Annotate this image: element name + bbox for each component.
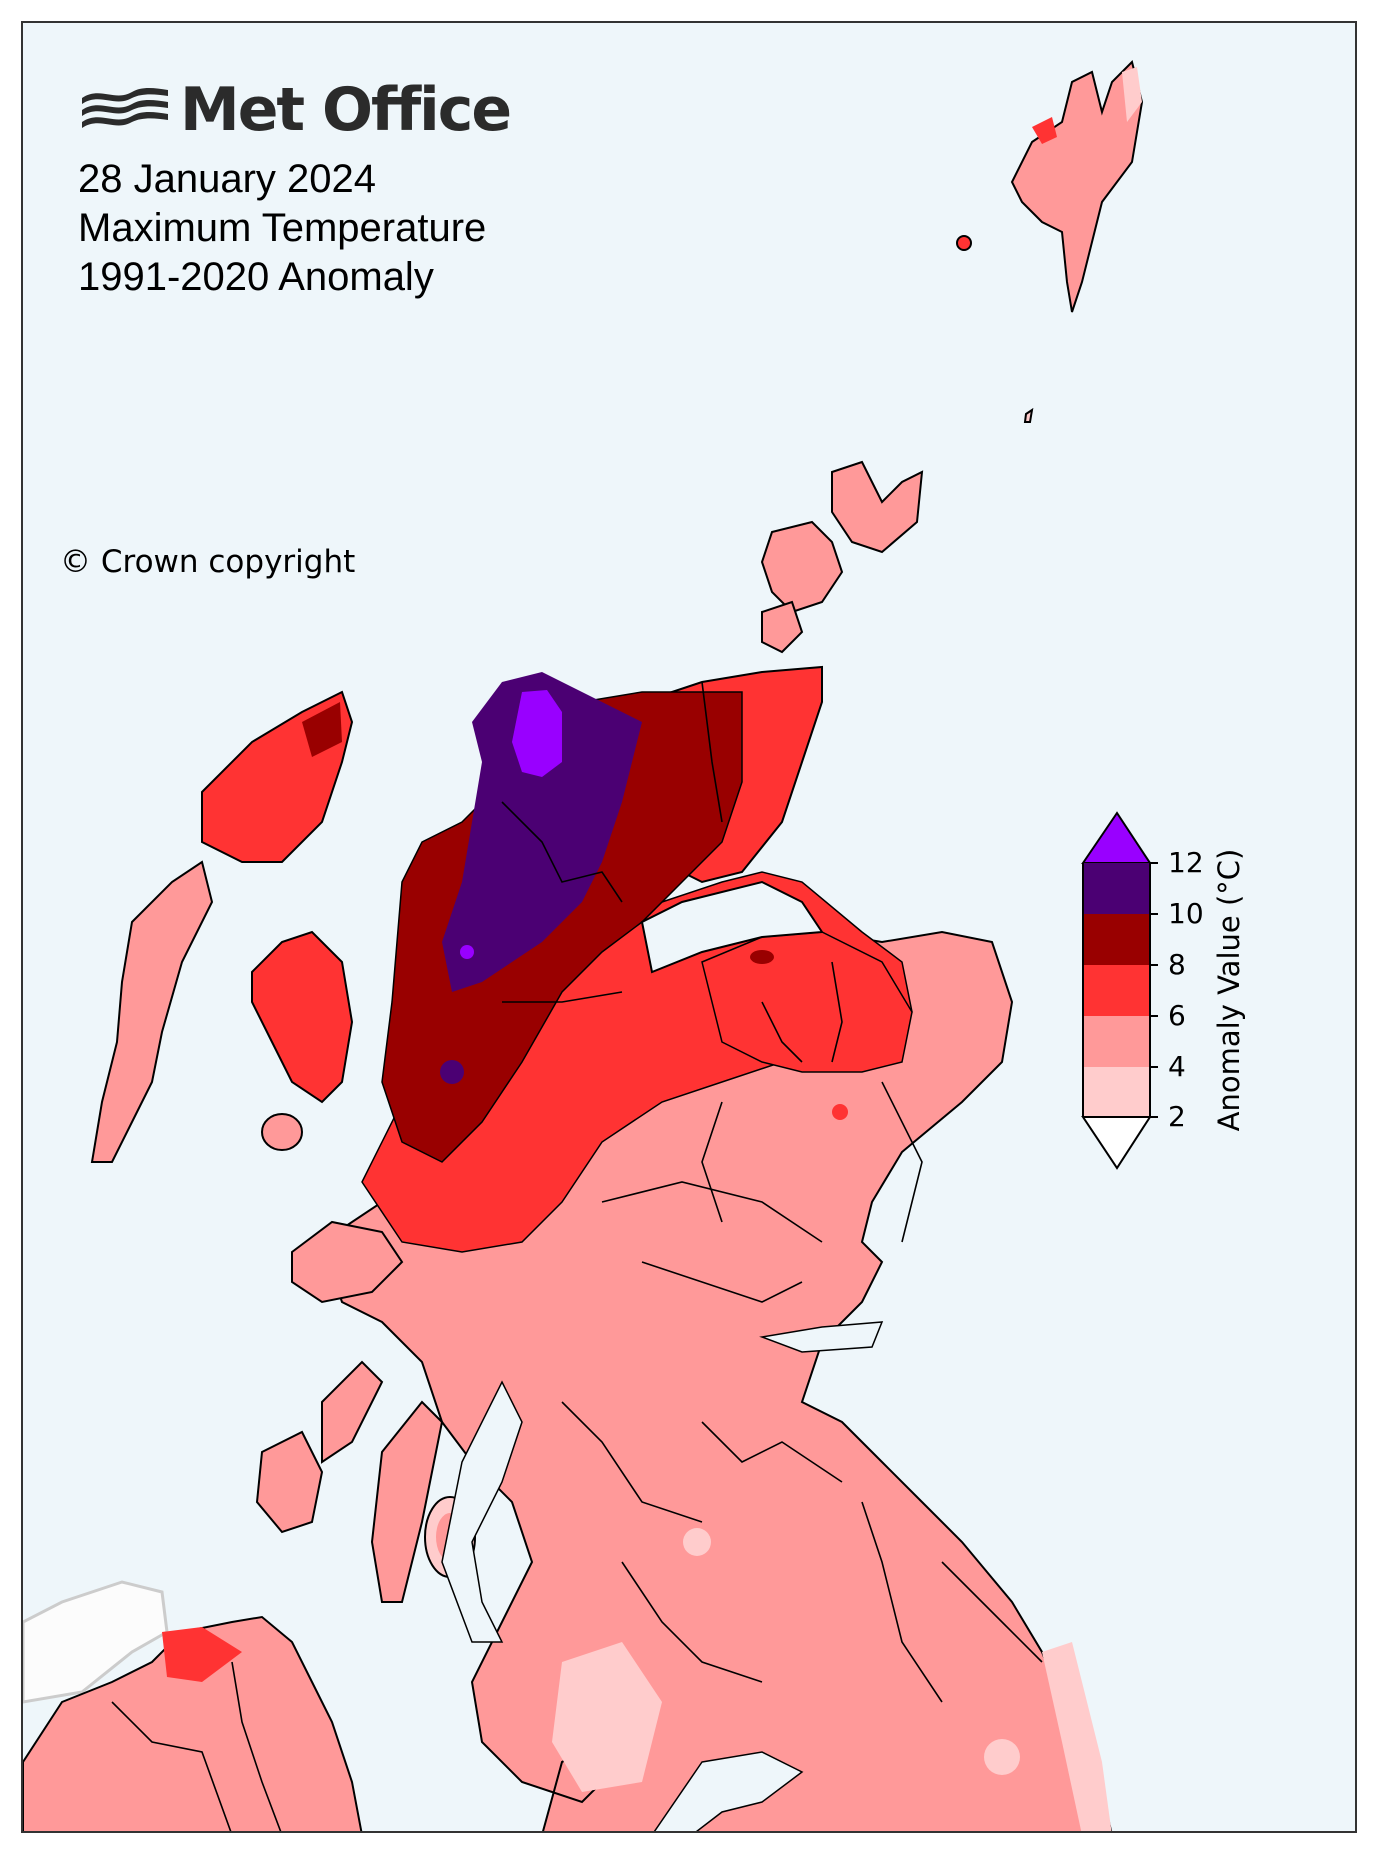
map-variable: Maximum Temperature	[78, 206, 487, 250]
violet-spot-ross	[460, 945, 474, 959]
map-baseline: 1991-2020 Anomaly	[78, 255, 434, 299]
dark-spot-moray	[750, 950, 774, 964]
shetland-red-patch	[1032, 117, 1057, 144]
pale-patch-southwest	[552, 1642, 662, 1792]
met-office-logo: Met Office	[80, 75, 512, 145]
council-boundaries	[111, 681, 1043, 1831]
met-office-waves-icon	[82, 88, 168, 128]
region-foula	[956, 235, 972, 251]
region-highlands-10-12	[442, 672, 642, 992]
region-shetland	[1010, 60, 1144, 313]
tick-2: 2	[1168, 1100, 1186, 1133]
colorbar-legend: 12 10 8 6 4 2	[1080, 810, 1204, 1175]
tick-10: 10	[1168, 897, 1204, 930]
tick-12: 12	[1168, 846, 1204, 879]
region-orkney-mainland	[760, 520, 844, 614]
region-mull	[291, 1220, 404, 1304]
colorbar	[1081, 811, 1158, 1170]
region-sutherland-over-12	[512, 690, 562, 777]
region-northern-ireland	[23, 1615, 363, 1831]
region-uist-barra	[90, 860, 214, 1163]
purple-spot-lochaber	[440, 1060, 464, 1084]
firth-of-forth	[759, 1321, 884, 1353]
firth-of-clyde	[441, 1380, 523, 1643]
tick-4: 4	[1168, 1050, 1186, 1083]
map-date: 28 January 2024	[78, 157, 377, 201]
red-spot-aberdeenshire	[832, 1104, 848, 1120]
tick-8: 8	[1168, 948, 1186, 981]
region-fair-isle	[1023, 407, 1034, 423]
pale-patch-coast	[1042, 1642, 1112, 1831]
shetland-pale-patch	[1122, 67, 1142, 122]
moray-firth	[640, 880, 824, 974]
region-orkney-north	[831, 460, 924, 554]
anomaly-map	[23, 60, 1144, 1831]
brand-name: Met Office	[180, 75, 512, 145]
lewis-dark-patch	[302, 702, 342, 757]
region-islay	[255, 1430, 324, 1534]
region-rum	[261, 1113, 303, 1151]
ni-warm-patch	[162, 1627, 242, 1682]
solway-firth	[653, 1751, 804, 1831]
region-orkney-hoy	[761, 600, 804, 654]
colorbar-title: Anomaly Value (°C)	[1212, 848, 1246, 1132]
region-jura	[321, 1360, 384, 1464]
pale-patch-cheviot	[984, 1739, 1020, 1775]
copyright-notice: © Crown copyright	[60, 544, 356, 580]
pale-patch-borders	[683, 1528, 711, 1556]
region-skye	[251, 930, 354, 1104]
region-kintyre	[370, 1400, 444, 1603]
tick-6: 6	[1168, 999, 1186, 1032]
